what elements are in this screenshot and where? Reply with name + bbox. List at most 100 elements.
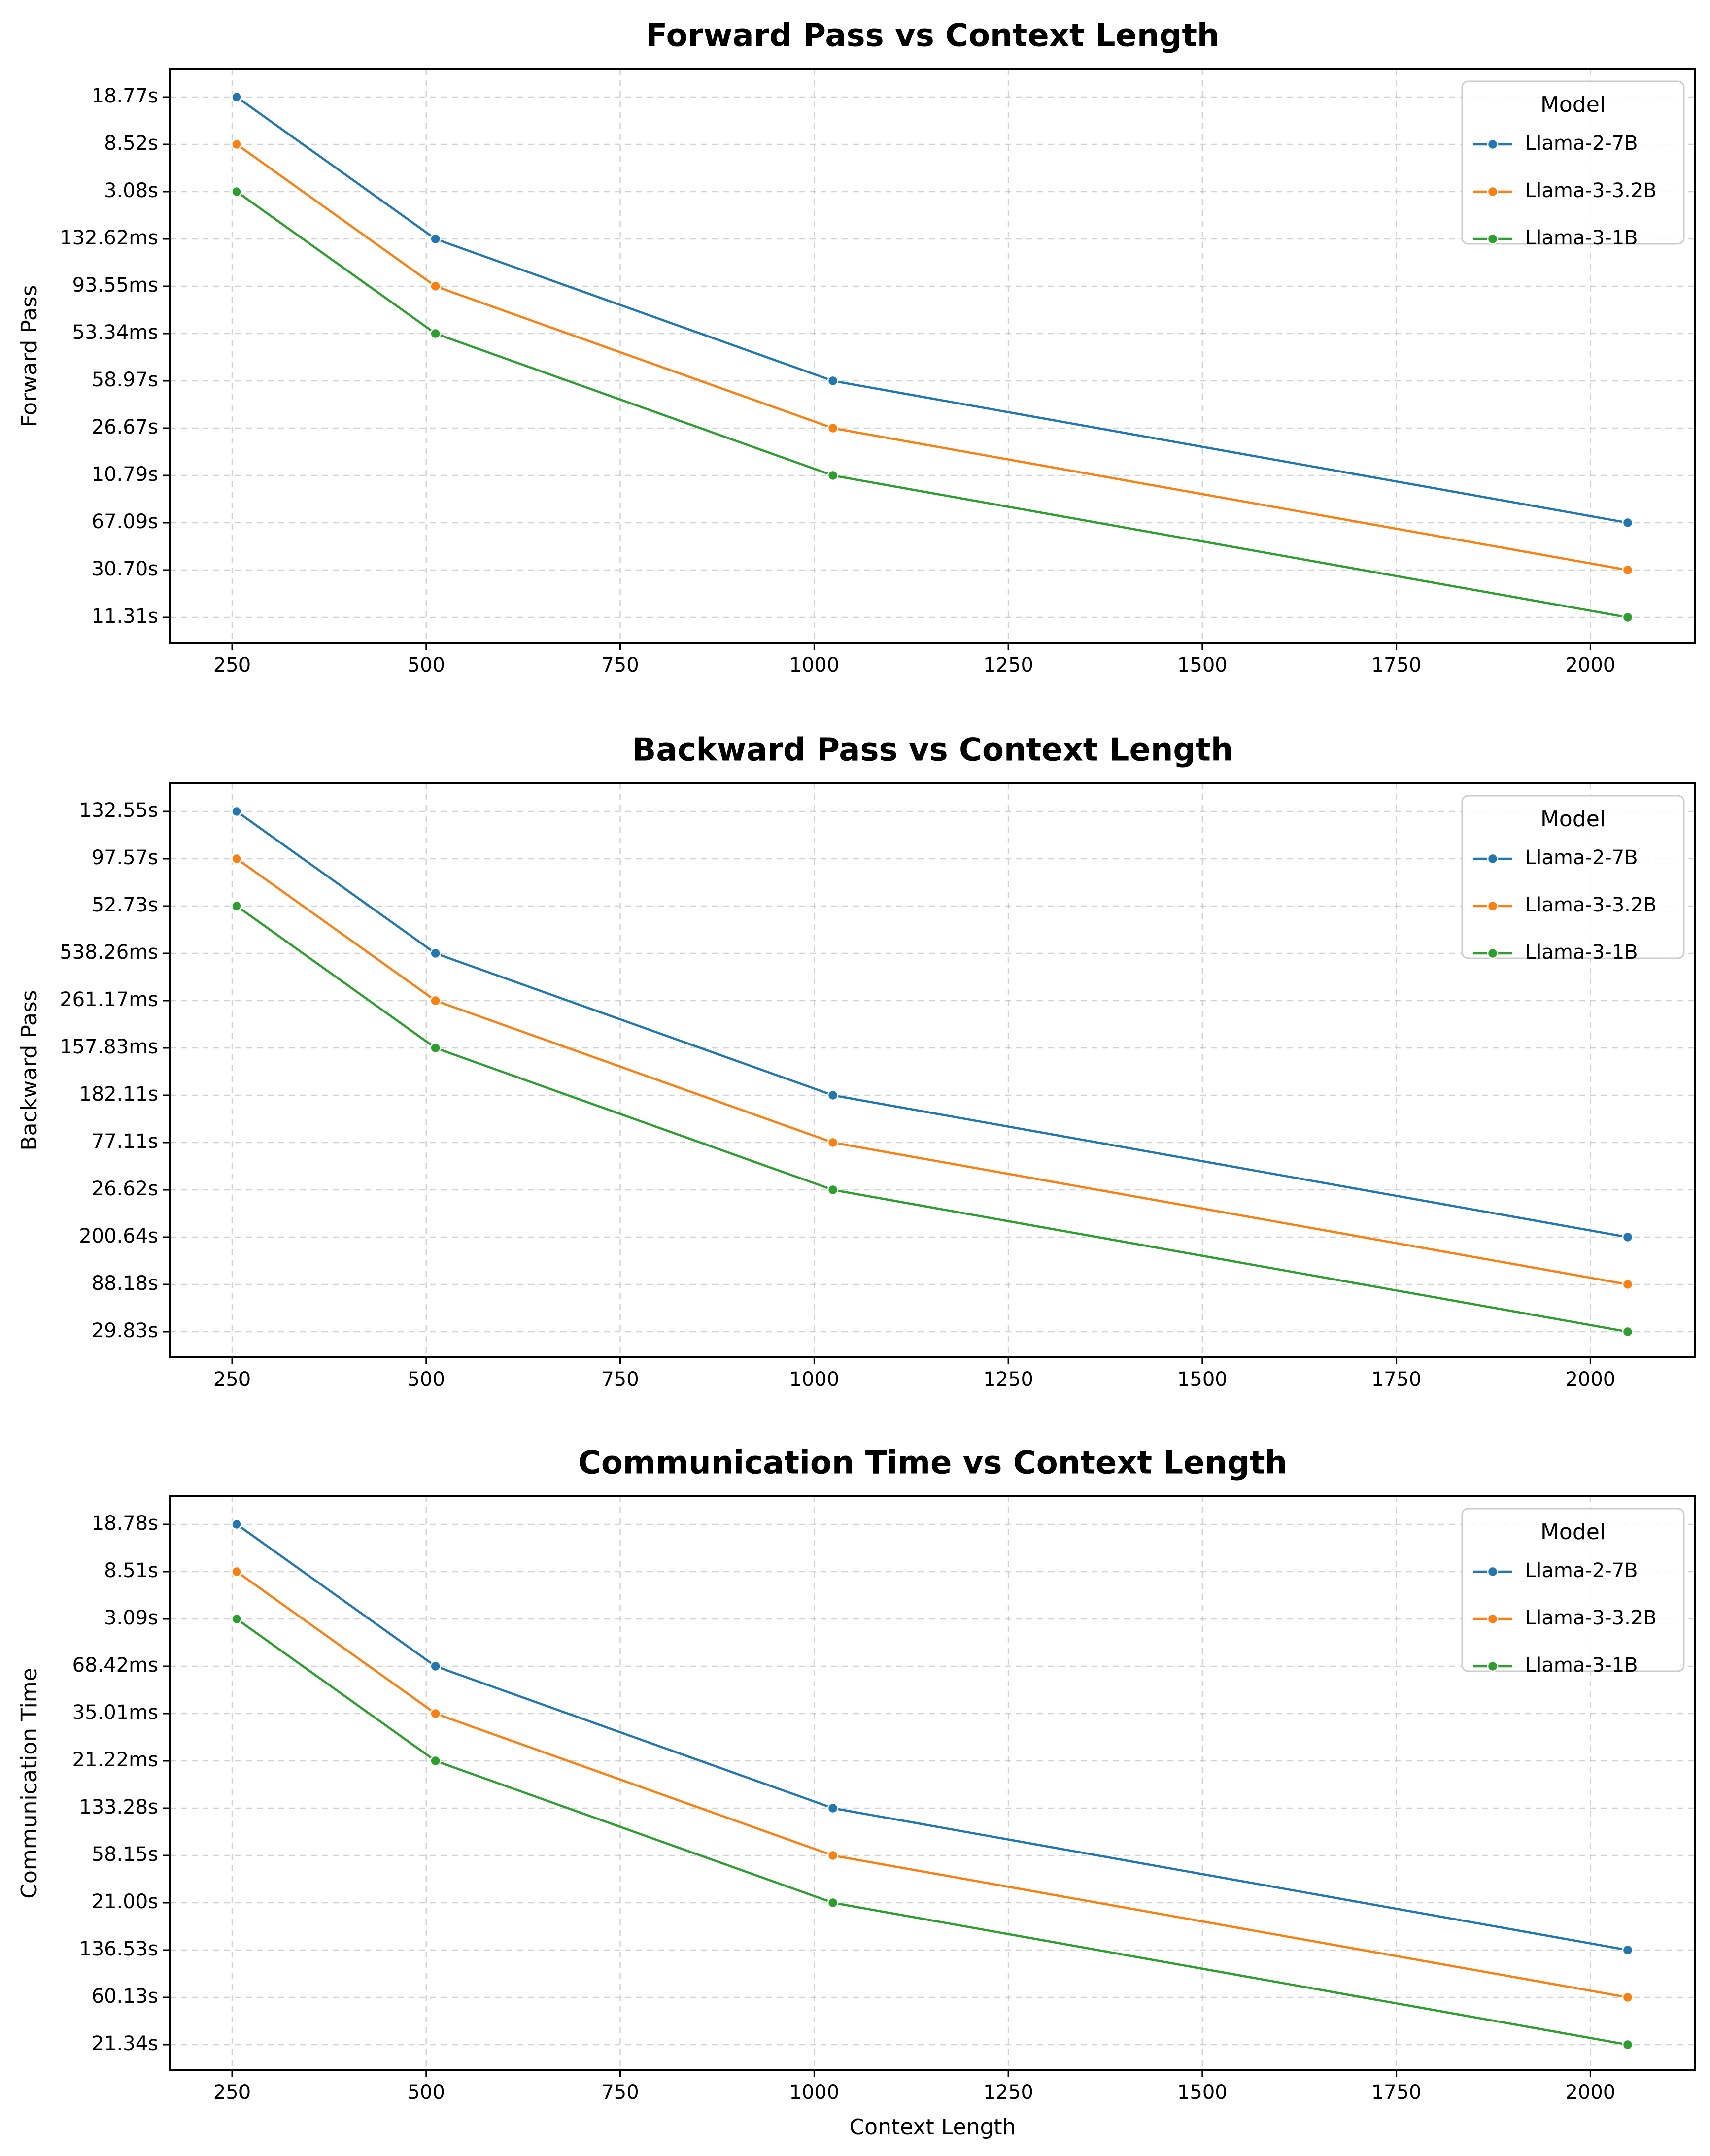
x-tick-label: 1250 <box>983 2081 1033 2104</box>
data-point-llama-3-1b <box>827 1897 839 1909</box>
legend-label: Llama-3-3.2B <box>1525 894 1657 916</box>
legend-label: Llama-2-7B <box>1525 846 1638 869</box>
legend-swatch-marker <box>1487 1566 1499 1578</box>
legend-swatch-marker <box>1487 1613 1499 1625</box>
y-tick-label: 21.00s <box>92 1890 158 1913</box>
data-point-llama-3-1b <box>231 900 242 912</box>
y-axis-label: Communication Time <box>17 1668 42 1898</box>
data-point-llama-3-3.2b <box>1622 1279 1634 1290</box>
data-point-llama-2-7b <box>1622 1944 1634 1956</box>
y-tick-label: 8.52s <box>104 132 158 155</box>
y-tick-label: 60.13s <box>92 1985 158 2008</box>
legend-swatch-marker <box>1487 1660 1499 1672</box>
data-point-llama-2-7b <box>1622 517 1634 529</box>
data-point-llama-2-7b <box>430 947 441 959</box>
chart-title: Forward Pass vs Context Length <box>646 18 1220 54</box>
x-tick-label: 1250 <box>983 654 1033 676</box>
legend-swatch-marker <box>1487 186 1499 198</box>
x-tick-label: 1750 <box>1371 654 1422 676</box>
legend-swatch-marker <box>1487 233 1499 245</box>
legend-label: Llama-2-7B <box>1525 132 1638 155</box>
series-line-llama-3-1b <box>236 905 1628 1333</box>
data-point-llama-3-1b <box>827 1184 839 1196</box>
x-tick-label: 1500 <box>1177 654 1228 676</box>
x-tick-label: 500 <box>408 654 445 676</box>
series-line-llama-3-1b <box>236 191 1628 619</box>
x-tick-label: 1000 <box>789 2081 839 2104</box>
y-tick-label: 21.34s <box>92 2032 158 2055</box>
data-point-llama-3-3.2b <box>827 1137 839 1148</box>
legend-label: Llama-3-1B <box>1525 941 1638 964</box>
y-tick-label: 88.18s <box>92 1272 158 1295</box>
legend-label: Llama-3-3.2B <box>1525 179 1657 202</box>
y-tick-label: 200.64s <box>79 1225 158 1247</box>
series-line-llama-2-7b <box>236 1523 1628 1952</box>
y-tick-label: 10.79s <box>92 463 158 486</box>
data-point-llama-2-7b <box>231 91 242 103</box>
x-tick-label: 1250 <box>983 1368 1033 1391</box>
chart-title: Communication Time vs Context Length <box>578 1445 1287 1482</box>
y-tick-label: 18.77s <box>92 85 158 107</box>
data-point-llama-3-3.2b <box>430 995 441 1007</box>
data-point-llama-2-7b <box>430 233 441 245</box>
x-tick-label: 2000 <box>1565 2081 1615 2104</box>
series-line-llama-2-7b <box>236 96 1628 524</box>
y-tick-label: 97.57s <box>92 846 158 869</box>
legend: Model Llama-2-7B Llama-3-3.2B Llama-3-1B <box>1461 1508 1685 1677</box>
data-point-llama-3-3.2b <box>1622 1991 1634 2003</box>
legend: Model Llama-2-7B Llama-3-3.2B Llama-3-1B <box>1461 795 1685 964</box>
legend-swatch-marker <box>1487 900 1499 912</box>
y-tick-label: 35.01ms <box>72 1701 158 1724</box>
data-point-llama-3-1b <box>430 328 441 339</box>
data-point-llama-3-3.2b <box>231 853 242 865</box>
x-tick-label: 2000 <box>1565 1368 1615 1391</box>
y-tick-label: 538.26ms <box>60 941 158 964</box>
y-tick-label: 18.78s <box>92 1512 158 1535</box>
data-point-llama-3-3.2b <box>430 1708 441 1719</box>
x-tick-label: 1500 <box>1177 2081 1228 2104</box>
x-tick-label: 500 <box>408 2081 445 2104</box>
legend-swatch-marker <box>1487 853 1499 865</box>
y-tick-label: 182.11s <box>79 1083 158 1106</box>
y-axis-label: Backward Pass <box>17 990 42 1150</box>
y-tick-label: 53.34ms <box>72 321 158 344</box>
series-line-llama-3-3.2b <box>236 143 1628 572</box>
data-point-llama-3-1b <box>827 470 839 481</box>
series-line-llama-2-7b <box>236 810 1628 1239</box>
x-tick-label: 750 <box>601 654 639 676</box>
legend-label: Llama-3-1B <box>1525 1654 1638 1677</box>
data-point-llama-3-3.2b <box>231 138 242 150</box>
x-tick-label: 1750 <box>1371 1368 1422 1391</box>
data-point-llama-3-1b <box>231 186 242 198</box>
series-line-llama-3-3.2b <box>236 1571 1628 1999</box>
y-tick-label: 132.62ms <box>60 227 158 249</box>
y-tick-label: 136.53s <box>79 1938 158 1960</box>
y-tick-label: 3.09s <box>104 1607 158 1629</box>
x-axis-label: Context Length <box>849 2115 1016 2140</box>
x-tick-label: 1750 <box>1371 2081 1422 2104</box>
data-point-llama-3-3.2b <box>827 422 839 434</box>
data-point-llama-3-1b <box>430 1755 441 1767</box>
y-tick-label: 52.73s <box>92 894 158 916</box>
legend-title: Model <box>1540 807 1606 832</box>
y-tick-label: 8.51s <box>104 1559 158 1582</box>
y-tick-label: 26.62s <box>92 1178 158 1200</box>
x-tick-label: 250 <box>213 1368 251 1391</box>
data-point-llama-2-7b <box>827 1802 839 1814</box>
data-point-llama-2-7b <box>1622 1231 1634 1243</box>
data-point-llama-2-7b <box>827 375 839 387</box>
y-tick-label: 261.17ms <box>60 988 158 1011</box>
legend-box <box>1461 1508 1685 1672</box>
chart-title: Backward Pass vs Context Length <box>632 732 1233 769</box>
x-tick-label: 750 <box>601 1368 639 1391</box>
series-line-llama-3-1b <box>236 1618 1628 2046</box>
data-point-llama-2-7b <box>430 1660 441 1672</box>
y-tick-label: 157.83ms <box>60 1036 158 1058</box>
y-tick-label: 77.11s <box>92 1130 158 1153</box>
plot-frame <box>169 68 1696 644</box>
y-tick-label: 30.70s <box>92 558 158 580</box>
x-tick-label: 1000 <box>789 1368 839 1391</box>
x-tick-label: 2000 <box>1565 654 1615 676</box>
